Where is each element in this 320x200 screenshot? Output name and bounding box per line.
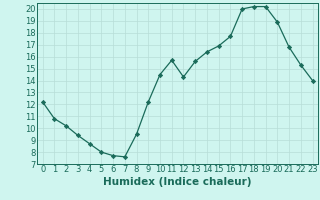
X-axis label: Humidex (Indice chaleur): Humidex (Indice chaleur) [103, 177, 252, 187]
